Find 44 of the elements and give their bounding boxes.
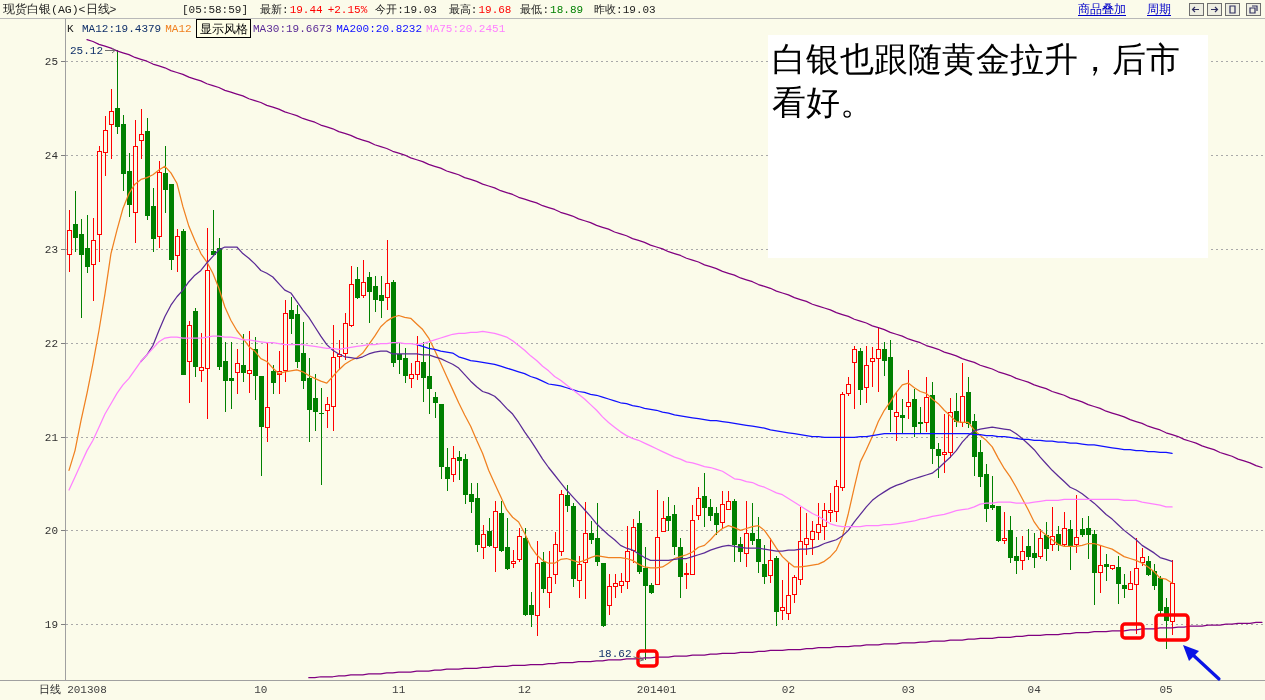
x-axis-title: 日线 [39, 683, 61, 696]
x-tick-label: 201401 [636, 683, 677, 696]
note-text: 白银也跟随黄金拉升，后市 [772, 39, 1180, 79]
annotation: 18.62 [598, 647, 632, 660]
y-tick-label: 19 [44, 618, 58, 631]
header-text: 今开:19.03 [375, 4, 437, 16]
header-text: K [67, 23, 74, 35]
header-text: MA12:19.4379 [82, 23, 162, 35]
header-text: 18.89 [550, 4, 584, 16]
x-tick-label: 04 [1027, 683, 1041, 696]
header-link: 商品叠加 [1077, 3, 1127, 16]
header-text: 19.68 [478, 4, 512, 16]
x-tick-label: 02 [781, 683, 795, 696]
y-tick-label: 21 [44, 431, 58, 444]
note-text: 看好。 [772, 82, 874, 122]
legend-item: MA200:20.8232 [336, 23, 423, 35]
x-tick-label: 05 [1159, 683, 1173, 696]
y-tick-label: 23 [44, 243, 58, 256]
header-link: 周期 [1146, 3, 1172, 16]
y-tick-label: 25 [44, 55, 58, 68]
x-tick-label: 03 [901, 683, 915, 696]
y-tick-label: 24 [44, 149, 58, 162]
tooltip: 显示风格 [196, 19, 251, 38]
legend-item: MA30:19.6673 [253, 23, 333, 35]
annotation: 25.12 [69, 44, 103, 57]
header-text: +2.15% [327, 4, 368, 16]
legend-item: MA12 [165, 23, 192, 35]
high-note: 25.12 [70, 44, 116, 57]
header-text: 最高: [448, 4, 478, 16]
header-text: 最新: [260, 4, 289, 16]
x-tick-label: 10 [254, 683, 268, 696]
legend-item: MA75:20.2451 [426, 23, 506, 35]
x-tick-label: 201308 [67, 683, 107, 696]
x-tick-label: 11 [392, 683, 406, 696]
y-tick-label: 20 [44, 524, 58, 537]
title: 现货白银(AG)<日线> [3, 3, 117, 16]
data-annotation: 18.62 [598, 647, 644, 662]
header-text: 昨收:19.03 [594, 4, 656, 16]
y-tick-label: 22 [44, 337, 58, 350]
annotation: 显示风格 [199, 23, 248, 37]
header-text: [05:58:59] [182, 4, 248, 16]
header-text: 最低: [520, 4, 550, 16]
header-text: 19.44 [289, 4, 323, 16]
x-tick-label: 12 [518, 683, 532, 696]
